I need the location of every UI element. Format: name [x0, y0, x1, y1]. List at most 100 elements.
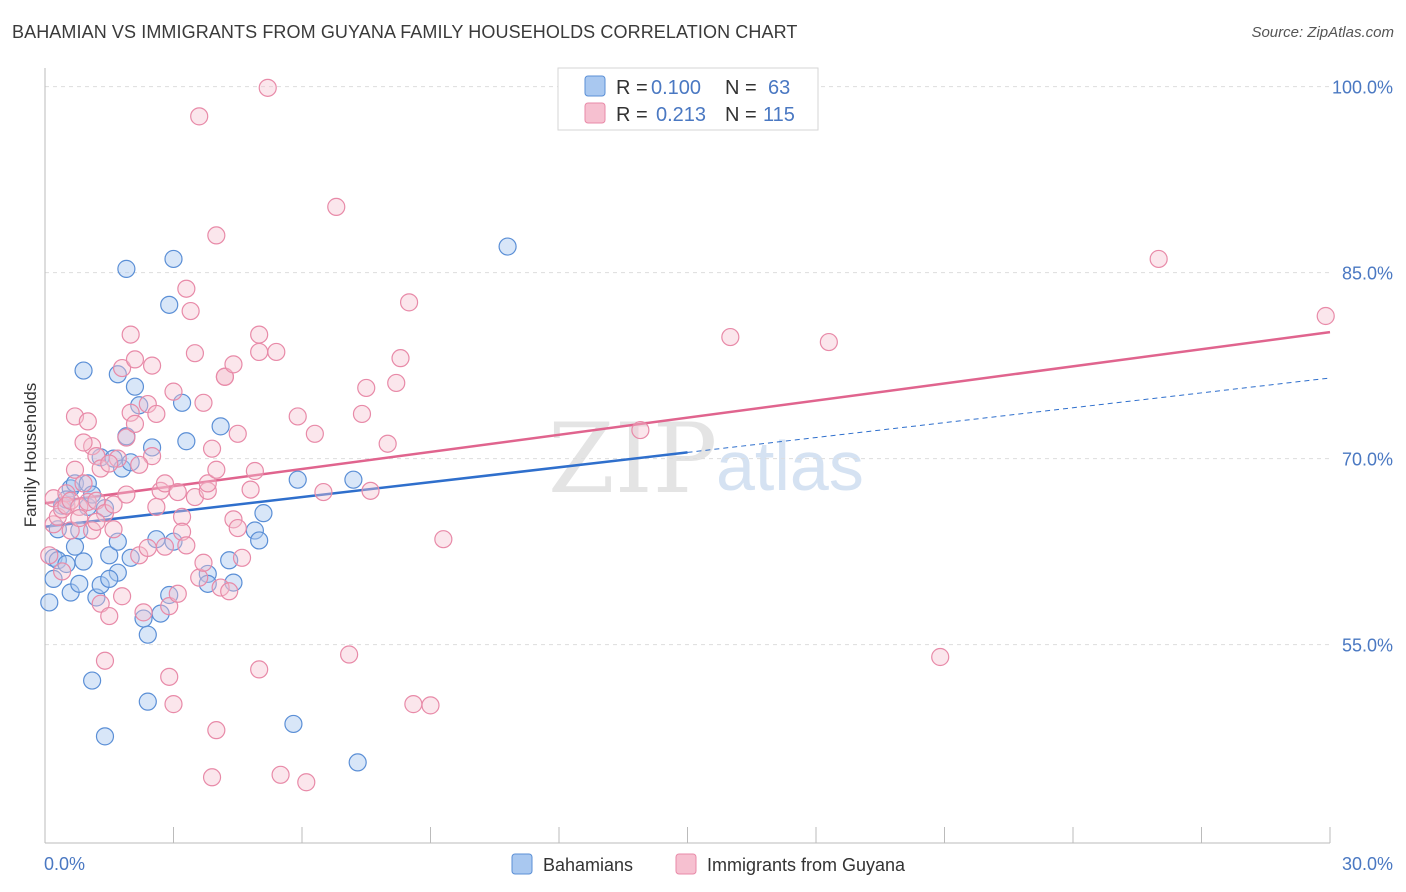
point-guyana-114	[194, 553, 213, 572]
point-guyana-105	[100, 454, 119, 473]
point-guyana-12	[70, 509, 89, 528]
legend-n-value-2: 115	[763, 104, 795, 126]
point-bahamians-45	[177, 432, 196, 451]
point-guyana-25	[104, 520, 123, 539]
point-guyana-57	[190, 568, 209, 587]
point-bahamians-48	[211, 417, 230, 436]
point-guyana-107	[207, 460, 226, 479]
point-bahamians-61	[100, 569, 119, 588]
legend-r-value-1: 0.100	[651, 77, 701, 99]
point-guyana-51	[172, 522, 192, 541]
point-guyana-108	[168, 584, 187, 603]
point-guyana-91	[387, 373, 406, 393]
point-guyana-49	[168, 482, 187, 502]
point-guyana-76	[250, 325, 269, 344]
point-bahamians-38	[138, 692, 157, 711]
point-guyana-94	[404, 695, 423, 714]
tick-labels: 55.0% 70.0% 85.0% 100.0% 0.0% 30.0%	[44, 78, 1393, 874]
point-guyana-61	[198, 474, 217, 493]
point-guyana-74	[241, 480, 260, 499]
point-guyana-37	[134, 603, 153, 622]
point-guyana-90	[378, 434, 397, 453]
chart-title: BAHAMIAN VS IMMIGRANTS FROM GUYANA FAMIL…	[12, 22, 798, 42]
source-label: Source: ZipAtlas.com	[1251, 24, 1394, 41]
point-bahamians-24	[100, 546, 119, 565]
point-guyana-70	[224, 510, 243, 529]
point-bahamians-37	[138, 625, 157, 644]
point-bahamians-54	[284, 714, 303, 734]
legend-n-label-1: N =	[725, 77, 757, 99]
point-guyana-101	[1149, 249, 1168, 269]
point-guyana-68	[220, 582, 239, 601]
point-guyana-42	[147, 404, 166, 424]
point-guyana-46	[160, 597, 179, 616]
point-guyana-75	[250, 342, 269, 362]
point-guyana-18	[87, 491, 106, 510]
legend-r-label-1: R =	[616, 77, 648, 99]
point-guyana-104	[202, 439, 222, 458]
point-guyana-56	[185, 344, 205, 363]
point-guyana-20	[91, 459, 110, 478]
point-guyana-60	[198, 481, 217, 500]
point-guyana-45	[160, 667, 179, 686]
trend-guyana	[44, 330, 1331, 505]
point-guyana-64	[207, 226, 226, 245]
point-guyana-54	[181, 301, 200, 321]
legend-guyana-label: Immigrants from Guyana	[707, 855, 906, 875]
point-guyana-88	[357, 378, 376, 398]
point-guyana-50	[172, 507, 192, 526]
point-guyana-67	[215, 367, 234, 386]
point-guyana-24	[100, 606, 119, 626]
point-guyana-59	[194, 393, 213, 412]
watermark-atlas: atlas	[716, 427, 864, 505]
point-guyana-8	[61, 521, 80, 540]
point-guyana-26	[104, 495, 123, 514]
point-guyana-79	[267, 342, 286, 362]
point-guyana-106	[147, 497, 166, 517]
point-bahamians-52	[250, 531, 269, 550]
point-guyana-81	[288, 407, 307, 426]
point-guyana-102	[1316, 306, 1335, 326]
point-guyana-86	[340, 645, 359, 664]
point-bahamians-34	[125, 377, 145, 396]
point-guyana-96	[434, 530, 453, 549]
point-guyana-39	[138, 538, 157, 557]
point-guyana-58	[190, 107, 209, 126]
point-guyana-69	[224, 355, 243, 374]
point-guyana-63	[207, 721, 226, 740]
point-bahamians-41	[160, 295, 179, 314]
point-guyana-10	[65, 460, 85, 479]
point-guyana-92	[391, 349, 410, 368]
point-guyana-35	[125, 350, 145, 369]
point-guyana-52	[177, 536, 196, 555]
y-tick-label-1: 70.0%	[1342, 450, 1393, 470]
point-guyana-23	[95, 651, 115, 670]
legend-swatch-blue	[584, 75, 606, 97]
point-bahamians-0	[40, 593, 59, 612]
point-guyana-0	[40, 546, 59, 565]
y-tick-label-2: 85.0%	[1342, 264, 1393, 284]
point-guyana-16	[83, 521, 102, 540]
axes	[44, 68, 1331, 844]
point-guyana-98	[721, 327, 740, 347]
point-bahamians-9	[65, 537, 85, 556]
point-bahamians-58	[498, 237, 517, 256]
point-guyana-34	[125, 414, 145, 433]
point-bahamians-14	[74, 552, 93, 571]
point-guyana-97	[631, 420, 650, 440]
point-guyana-40	[142, 356, 162, 375]
point-guyana-41	[142, 447, 162, 466]
point-guyana-83	[305, 424, 324, 443]
point-guyana-53	[177, 279, 196, 298]
point-bahamians-53	[254, 504, 273, 523]
point-guyana-30	[117, 428, 136, 447]
point-guyana-29	[112, 358, 132, 378]
legend-bahamians-label: Bahamians	[543, 855, 633, 875]
y-tick-label-3: 100.0%	[1332, 78, 1393, 98]
point-guyana-109	[74, 433, 93, 452]
legend-guyana-swatch	[675, 853, 697, 875]
legend-n-value-1: 63	[768, 77, 790, 99]
point-guyana-82	[297, 773, 316, 792]
point-bahamians-55	[288, 470, 307, 489]
